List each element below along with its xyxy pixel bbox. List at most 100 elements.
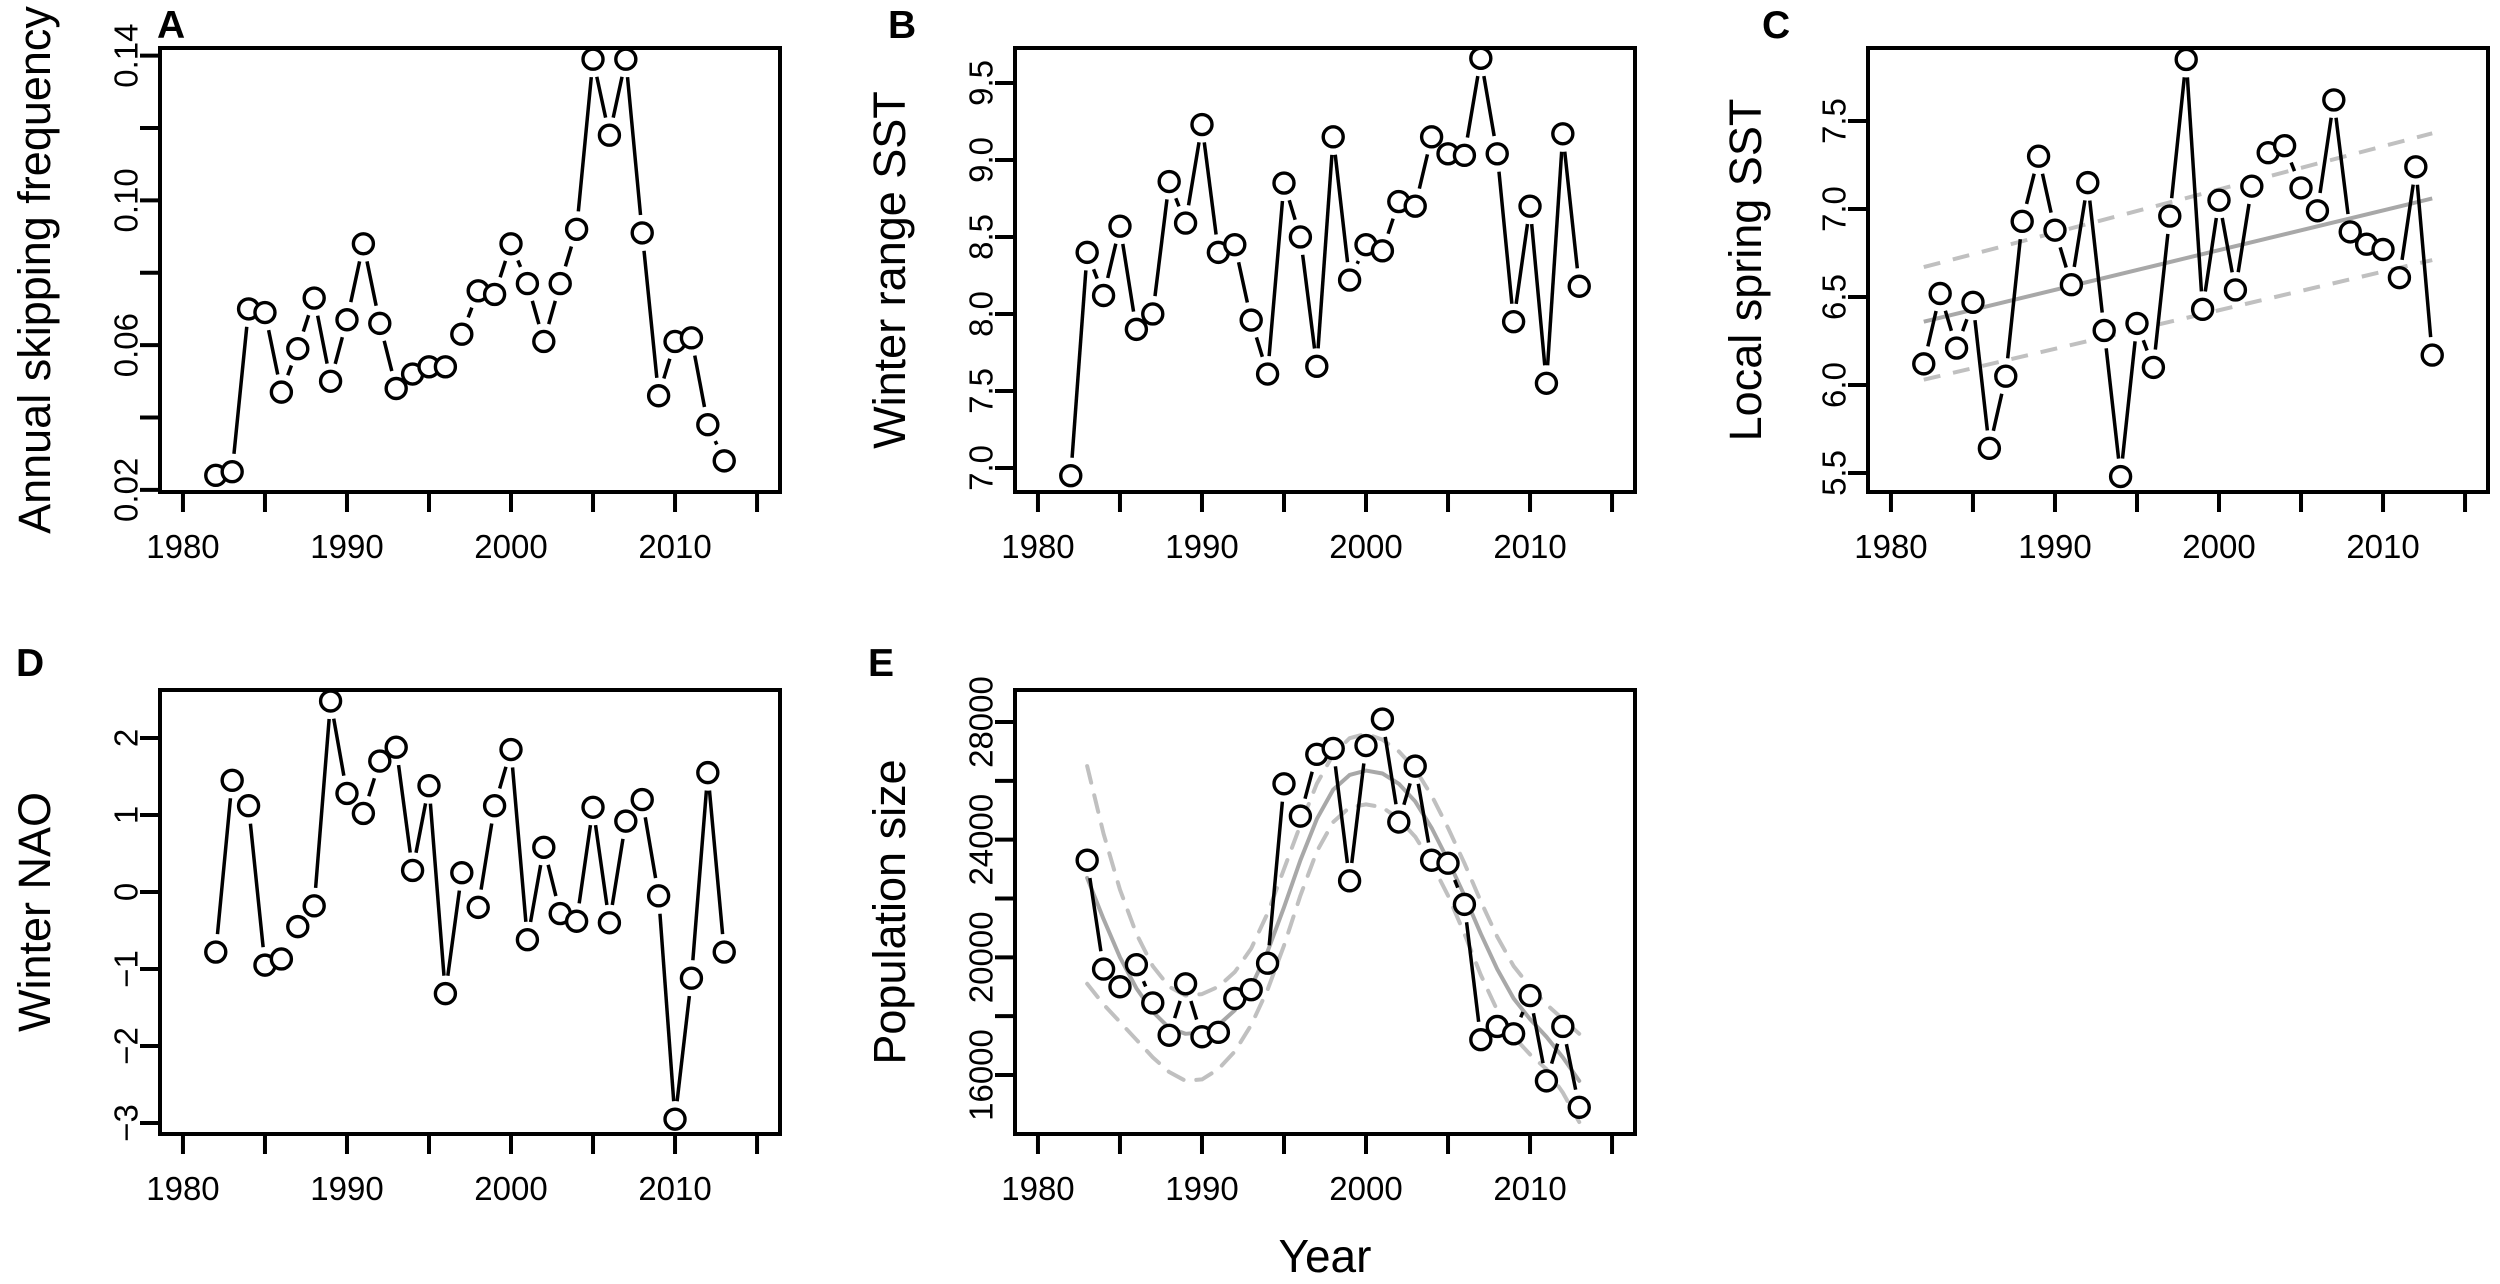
data-point	[614, 48, 638, 71]
data-point	[1370, 239, 1395, 263]
data-point	[1223, 232, 1247, 257]
x-tick-label: 1990	[2018, 528, 2091, 565]
series-segment	[248, 823, 265, 948]
data-point	[2141, 355, 2166, 380]
series-segment	[1287, 199, 1297, 221]
series-segment	[2005, 239, 2023, 359]
data-point	[679, 966, 704, 990]
series-segment	[528, 864, 543, 923]
series-segment	[1267, 200, 1285, 357]
data-point	[1469, 48, 1493, 71]
x-tick-label: 1980	[146, 1170, 219, 1207]
data-point	[712, 449, 736, 473]
series-segment	[446, 890, 462, 977]
data-point	[696, 412, 720, 437]
data-point	[1337, 268, 1362, 292]
x-tick-label: 2010	[638, 1170, 711, 1207]
series-segment	[1355, 260, 1361, 265]
data-point	[581, 795, 605, 819]
x-tick-label: 2000	[474, 1170, 547, 1207]
series-segment	[1960, 318, 1969, 332]
x-tick-label: 1990	[1165, 528, 1238, 565]
series-segment	[611, 76, 624, 118]
x-tick-label: 2000	[1329, 1170, 1402, 1207]
data-point	[1419, 125, 1444, 149]
data-point	[1091, 957, 1116, 981]
data-point	[433, 355, 458, 379]
series-segment	[593, 824, 609, 906]
series-segment	[1529, 223, 1547, 366]
series-segment	[576, 76, 594, 212]
x-tick-label: 1980	[1001, 528, 1074, 565]
data-point	[220, 768, 244, 793]
data-point	[269, 380, 294, 404]
data-point	[1518, 194, 1542, 218]
series-segment	[1091, 268, 1099, 280]
data-point	[1551, 122, 1575, 146]
data-point	[1124, 317, 1149, 342]
series-segment	[1465, 75, 1480, 138]
y-tick-label: 0.10	[108, 168, 145, 232]
data-point	[2010, 209, 2034, 234]
series-segment	[428, 803, 446, 976]
series-segment	[498, 260, 508, 278]
data-point	[646, 884, 671, 908]
ci-upper-curve	[1085, 731, 1582, 1036]
data-point	[1485, 142, 1509, 166]
data-point	[1239, 977, 1263, 1002]
data-point	[2108, 464, 2133, 489]
data-point	[614, 809, 638, 833]
series-segment	[332, 718, 346, 776]
panel-B: 1980 1990 2000 2010 7.0 7.5 8.0 8.5 9.0 9.5 B Winte…	[864, 4, 1637, 565]
data-point	[433, 981, 458, 1006]
series-segment	[516, 259, 523, 268]
series-segment	[1300, 254, 1317, 349]
data-series	[1075, 707, 1591, 1120]
panel-A: 1980 1990 2000 2010 0.02 0.06 0.10 0.14 A Annual …	[9, 4, 782, 565]
y-axis-title-A: Annual skipping frequency	[9, 6, 60, 534]
y-tick-label: 24000	[963, 794, 1000, 886]
y-tick-label: 9.0	[963, 137, 1000, 183]
data-point	[1567, 1095, 1591, 1120]
series-segment	[497, 766, 508, 789]
data-point	[318, 690, 343, 713]
data-point	[368, 749, 392, 773]
series-segment	[658, 913, 676, 1102]
series-segment	[1254, 336, 1265, 358]
data-point	[1321, 736, 1345, 761]
series-segment	[286, 364, 294, 376]
data-point	[630, 787, 654, 812]
y-tick-label: 0.06	[108, 313, 145, 377]
panel-letter-B: B	[888, 4, 916, 47]
data-point	[1387, 810, 1411, 834]
data-point	[564, 909, 589, 933]
data-point	[1469, 1027, 1493, 1052]
data-point	[269, 947, 294, 971]
panel-letter-D: D	[16, 642, 44, 685]
y-tick-label: −3	[108, 1104, 145, 1142]
x-tick-label: 2010	[1493, 528, 1566, 565]
series-segment	[1333, 766, 1350, 864]
series-segment	[662, 358, 672, 380]
fit-layer	[1923, 131, 2433, 382]
data-point	[1403, 754, 1427, 778]
series-segment	[1514, 223, 1530, 305]
series-segment	[1564, 1043, 1578, 1091]
data-point	[417, 774, 441, 798]
series-segment	[2185, 77, 2204, 292]
data-point	[696, 760, 720, 785]
data-point	[1272, 171, 1296, 195]
data-point	[663, 1107, 687, 1131]
y-tick-label: 2	[108, 729, 145, 747]
data-point	[286, 337, 310, 361]
data-point	[1141, 991, 1165, 1015]
data-point	[1206, 1020, 1231, 1045]
series-segment	[1172, 1000, 1182, 1019]
data-point	[1239, 308, 1263, 332]
y-tick-label: 0	[108, 883, 145, 901]
y-tick-label: −2	[108, 1027, 145, 1065]
series-segment	[530, 300, 541, 325]
series-segment	[2400, 184, 2415, 261]
